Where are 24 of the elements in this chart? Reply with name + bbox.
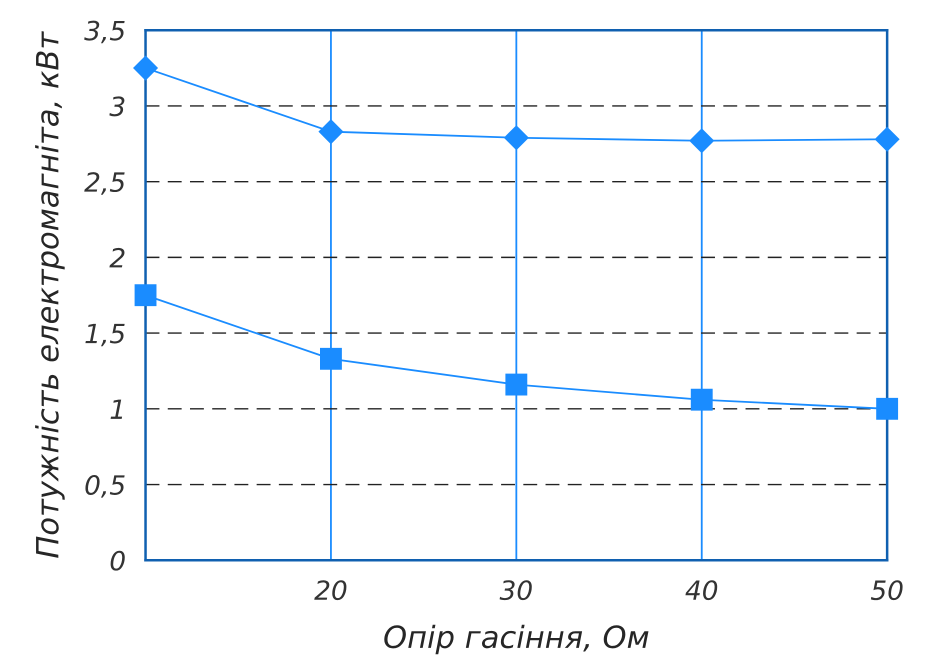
x-tick-label: 50 [870, 580, 903, 600]
point [320, 348, 342, 370]
x-tick-label: 30 [500, 580, 532, 600]
point [134, 284, 156, 306]
point [505, 374, 528, 396]
point [690, 388, 713, 411]
point [504, 125, 529, 150]
point [689, 128, 714, 154]
x-axis-title: Опір гасіння, Ом [384, 624, 648, 654]
point [133, 56, 158, 80]
y-tick-label: 0 [110, 550, 125, 571]
x-tick-label: 20 [314, 580, 346, 600]
y-tick-label: 3,5 [84, 20, 125, 44]
y-axis-title: Потужність електромагніта, кВт [35, 31, 65, 558]
y-tick-label: 2,5 [84, 172, 125, 195]
point [318, 119, 344, 144]
x-tick-label: 40 [685, 580, 718, 600]
point [876, 398, 898, 420]
y-tick-label: 1 [110, 400, 122, 419]
y-tick-label: 1,5 [85, 324, 125, 346]
point [874, 126, 900, 152]
y-tick-label: 3 [109, 96, 124, 116]
y-tick-label: 0,5 [85, 475, 125, 498]
y-tick-label: 2 [109, 248, 124, 268]
